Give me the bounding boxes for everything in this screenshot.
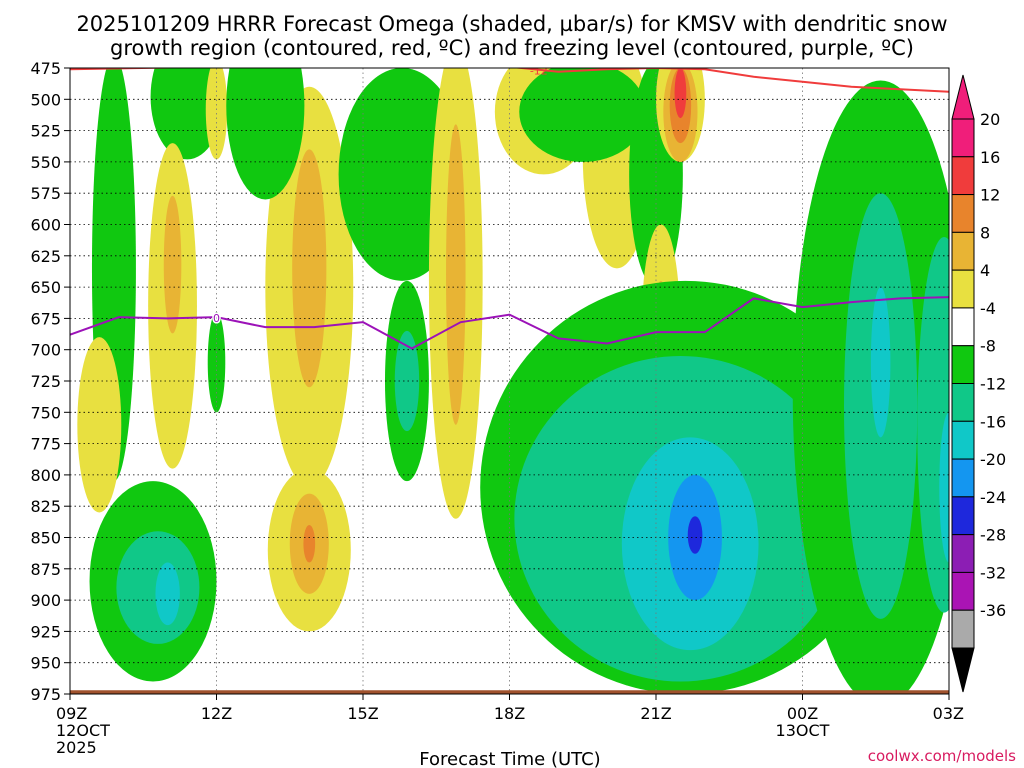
omega-region-3	[77, 337, 122, 513]
colorbar-swatch-4	[951, 269, 975, 309]
freezing-level-line	[70, 296, 949, 350]
colorbar-label-0: 20	[980, 110, 1000, 129]
y-tick-label-975: 975	[30, 685, 61, 704]
colorbar-top-arrow	[951, 74, 975, 120]
y-tick-label-650: 650	[30, 278, 61, 297]
colorbar-label-1: 16	[980, 148, 1000, 167]
y-tick-label-900: 900	[30, 591, 61, 610]
colorbar-swatch-7	[951, 383, 975, 422]
x-date-label-0: 12OCT	[56, 721, 110, 740]
y-tick-label-700: 700	[30, 341, 61, 360]
omega-region-18	[394, 330, 420, 432]
colorbar-swatch-2	[951, 194, 975, 233]
freezing-level-label: 0	[213, 312, 220, 325]
omega-region-40	[939, 412, 949, 563]
grid-lines	[70, 68, 949, 694]
y-tick-label-525: 525	[30, 122, 61, 141]
x-date-label-15: 13OCT	[776, 721, 830, 740]
ground-bar	[70, 690, 949, 694]
colorbar-label-8: -16	[980, 412, 1006, 431]
y-axis: 475 500 525 550 575 600 625 650 675 700 725 750 775 8…	[30, 59, 70, 704]
colorbar: 20 16 12 8 4 -4 -8 -12 -16 -20 -24 -28 -32 -36	[951, 74, 1006, 693]
y-tick-label-825: 825	[30, 497, 61, 516]
y-tick-label-750: 750	[30, 403, 61, 422]
colorbar-label-9: -20	[980, 450, 1006, 469]
x-tick-label-18Z: 18Z	[494, 704, 525, 723]
dgz-contour-label: -12	[530, 64, 548, 77]
credit-text: coolwx.com/models	[868, 747, 1016, 765]
y-tick-label-475: 475	[30, 59, 61, 78]
y-tick-label-550: 550	[30, 153, 61, 172]
colorbar-label-4: 4	[980, 261, 990, 280]
colorbar-swatch-9	[951, 458, 975, 498]
omega-region-31	[687, 516, 703, 554]
colorbar-label-2: 12	[980, 186, 1000, 205]
omega-region-5	[163, 195, 182, 334]
colorbar-swatch-13	[951, 609, 975, 649]
x-tick-label-15Z: 15Z	[347, 704, 378, 723]
colorbar-swatch-11	[951, 534, 975, 573]
colorbar-swatch-6	[951, 345, 975, 385]
chart-title-line-2: growth region (contoured, red, ºC) and f…	[110, 36, 914, 60]
omega-region-23	[519, 68, 647, 162]
colorbar-label-13: -36	[980, 601, 1006, 620]
y-tick-label-625: 625	[30, 247, 61, 266]
ground-layer	[70, 690, 949, 694]
omega-region-12	[155, 562, 180, 626]
y-tick-label-800: 800	[30, 466, 61, 485]
colorbar-label-5: -4	[980, 299, 996, 318]
dgz-contour-line	[70, 68, 949, 93]
colorbar-label-12: -32	[980, 563, 1006, 582]
colorbar-label-10: -24	[980, 488, 1006, 507]
x-tick-label-12Z: 12Z	[201, 704, 232, 723]
colorbar-label-7: -12	[980, 375, 1006, 394]
colorbar-swatch-8	[951, 420, 975, 460]
contour-lines: 0 -12	[70, 64, 949, 350]
colorbar-label-6: -8	[980, 337, 996, 356]
y-tick-label-600: 600	[30, 216, 61, 235]
omega-region-20	[446, 124, 466, 425]
colorbar-swatch-12	[951, 571, 975, 611]
chart-title-line-1: 2025101209 HRRR Forecast Omega (shaded, …	[76, 12, 947, 36]
omega-region-1	[150, 68, 224, 160]
y-tick-label-675: 675	[30, 309, 61, 328]
y-tick-label-575: 575	[30, 184, 61, 203]
colorbar-swatch-5	[951, 307, 975, 347]
x-axis-label: Forecast Time (UTC)	[419, 749, 600, 768]
y-tick-label-950: 950	[30, 654, 61, 673]
colorbar-label-3: 8	[980, 223, 990, 242]
omega-region-35	[674, 68, 687, 119]
y-tick-label-875: 875	[30, 560, 61, 579]
colorbar-swatch-0	[951, 118, 975, 158]
y-tick-label-725: 725	[30, 372, 61, 391]
colorbar-bottom-arrow	[951, 647, 975, 693]
omega-region-9	[226, 68, 305, 200]
omega-region-8	[292, 149, 327, 388]
y-tick-label-500: 500	[30, 90, 61, 109]
colorbar-swatch-1	[951, 156, 975, 196]
omega-shading	[77, 68, 949, 694]
omega-region-38	[870, 287, 891, 438]
y-tick-label-925: 925	[30, 622, 61, 641]
x-tick-label-09Z: 09Z	[56, 704, 87, 723]
x-tick-label-03Z: 03Z	[933, 704, 964, 723]
colorbar-swatch-10	[951, 496, 975, 536]
x-tick-label-21Z: 21Z	[640, 704, 671, 723]
y-tick-label-850: 850	[30, 529, 61, 548]
colorbar-swatch-3	[951, 231, 975, 271]
x-tick-label-00Z: 00Z	[787, 704, 818, 723]
omega-region-6	[207, 312, 226, 413]
y-tick-label-775: 775	[30, 435, 61, 454]
omega-region-15	[303, 524, 316, 563]
colorbar-label-11: -28	[980, 526, 1006, 545]
x-year-label-0: 2025	[56, 738, 97, 757]
